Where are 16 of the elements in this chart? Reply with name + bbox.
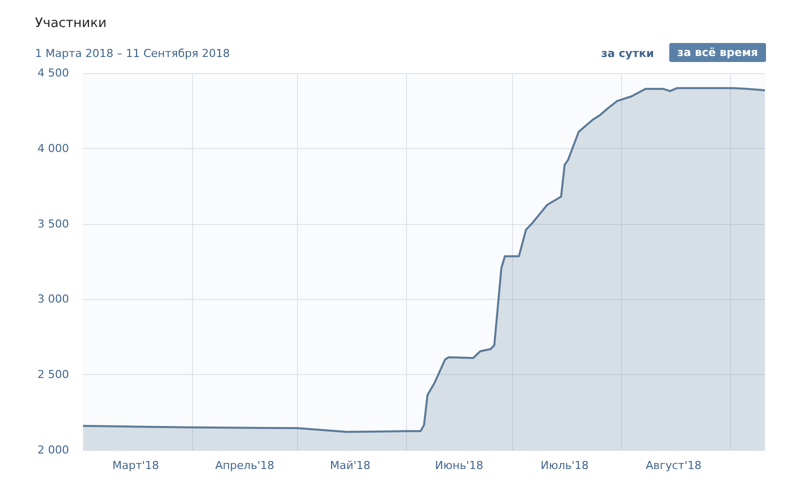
x-tick-label: Июнь'18 (435, 459, 484, 472)
y-tick-label: 3 000 (38, 292, 69, 306)
text: за сутки (601, 47, 654, 60)
chart-title: Участники (35, 16, 107, 31)
y-tick-label: 2 000 (38, 444, 69, 456)
x-tick-label: Март'18 (112, 459, 160, 472)
y-tick-label: 2 500 (38, 368, 69, 382)
x-tick-label: Апрель'18 (215, 459, 274, 472)
y-tick-label: 4 000 (38, 142, 69, 155)
y-tick-label: 4 500 (38, 66, 69, 80)
x-tick-label: Май'18 (330, 459, 370, 472)
x-tick-label: Июль'18 (540, 459, 589, 472)
text: за всё время (677, 46, 758, 59)
x-tick-label: Август'18 (646, 459, 702, 472)
chart-subtitle: 1 Марта 2018 – 11 Сентября 2018 (35, 47, 230, 60)
y-tick-label: 3 500 (38, 217, 69, 230)
